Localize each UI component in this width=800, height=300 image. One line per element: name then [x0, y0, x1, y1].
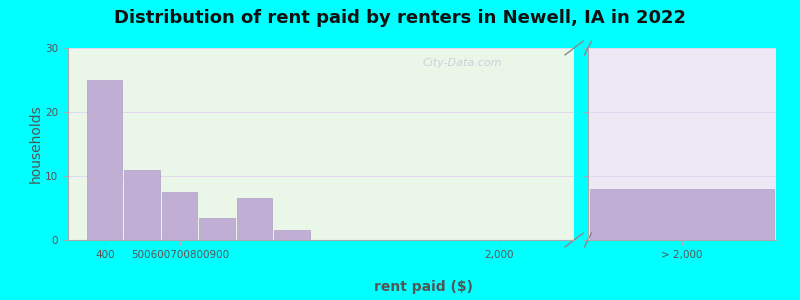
Bar: [274, 230, 310, 240]
Bar: [162, 192, 198, 240]
Bar: [86, 80, 122, 240]
Bar: [590, 189, 774, 240]
Text: City-Data.com: City-Data.com: [423, 58, 502, 68]
Bar: [124, 169, 160, 240]
Text: Distribution of rent paid by renters in Newell, IA in 2022: Distribution of rent paid by renters in …: [114, 9, 686, 27]
Text: rent paid ($): rent paid ($): [374, 280, 474, 294]
Y-axis label: households: households: [28, 105, 42, 183]
Bar: [237, 198, 272, 240]
Bar: [199, 218, 235, 240]
